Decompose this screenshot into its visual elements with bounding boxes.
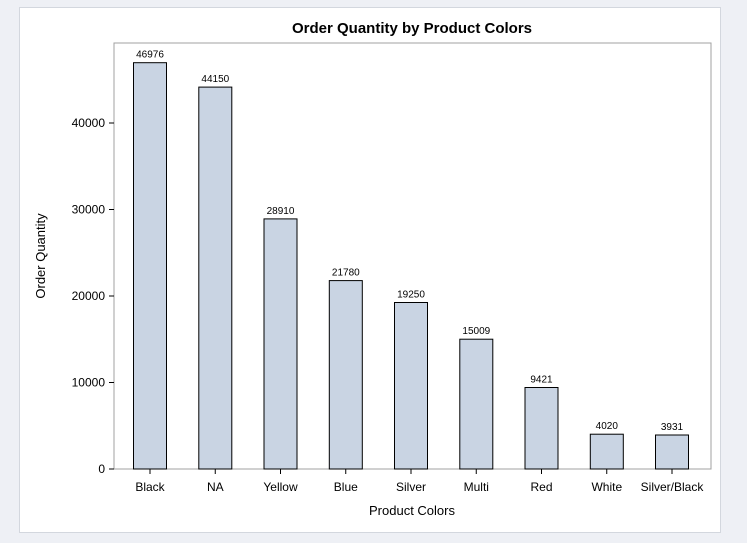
bar-8 <box>655 434 689 470</box>
data-label-8: 3931 <box>661 422 684 433</box>
data-label-2: 28910 <box>267 206 295 217</box>
data-label-0: 46976 <box>136 50 164 61</box>
x-tick-label-7: White <box>591 480 622 494</box>
bar-7 <box>589 433 624 470</box>
x-tick-label-0: Black <box>135 480 165 494</box>
data-label-6: 9421 <box>530 375 553 386</box>
x-tick-label-2: Yellow <box>263 480 298 494</box>
bar-0 <box>133 62 167 470</box>
x-axis-label: Product Colors <box>369 503 455 518</box>
bar-1 <box>198 86 233 470</box>
x-tick-label-3: Blue <box>334 480 358 494</box>
y-tick-label-2: 20000 <box>72 289 106 303</box>
data-label-4: 19250 <box>397 290 425 301</box>
bar-4 <box>394 302 428 470</box>
x-tick-label-6: Red <box>530 480 552 494</box>
bar-5 <box>459 338 494 470</box>
y-tick-label-3: 30000 <box>72 203 106 217</box>
x-tick-label-4: Silver <box>396 480 426 494</box>
bar-3 <box>328 280 363 470</box>
chart-title: Order Quantity by Product Colors <box>292 20 532 37</box>
y-tick-label-4: 40000 <box>72 116 106 130</box>
bar-2 <box>263 218 298 470</box>
data-label-3: 21780 <box>332 268 360 279</box>
x-tick-label-5: Multi <box>464 480 489 494</box>
y-tick-label-0: 0 <box>98 462 105 476</box>
y-axis-label: Order Quantity <box>33 213 48 299</box>
x-tick-label-1: NA <box>207 480 224 494</box>
data-label-1: 44150 <box>201 74 229 85</box>
bar-6 <box>524 387 559 470</box>
data-label-7: 4020 <box>596 421 619 432</box>
data-label-5: 15009 <box>462 326 490 337</box>
x-tick-label-8: Silver/Black <box>641 480 705 494</box>
y-tick-label-1: 10000 <box>72 376 106 390</box>
